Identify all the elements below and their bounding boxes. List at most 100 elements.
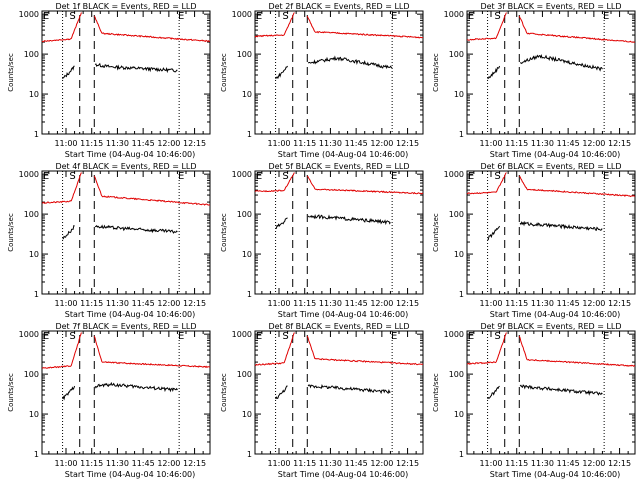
y-tick-label: 1 xyxy=(459,290,464,299)
x-tick-label: 11:00 xyxy=(479,139,502,148)
y-tick-label: 1 xyxy=(34,450,39,459)
x-tick-label: 11:00 xyxy=(54,299,77,308)
x-tick-label: 11:15 xyxy=(505,459,528,468)
y-axis-label: Counts/sec xyxy=(220,373,228,412)
x-tick-label: 11:30 xyxy=(319,139,342,148)
series-lld-line xyxy=(467,332,636,367)
y-tick-label: 10 xyxy=(454,90,464,99)
x-tick-label: 12:15 xyxy=(608,139,631,148)
x-axis-label: Start Time (04-Aug-04 10:46:00) xyxy=(65,470,196,479)
x-tick-label: 12:00 xyxy=(157,299,180,308)
series-events-line xyxy=(62,381,178,401)
y-tick-label: 10 xyxy=(454,250,464,259)
end-marker: E xyxy=(603,11,609,22)
panel-title: Det 8f BLACK = Events, RED = LLD xyxy=(268,322,409,331)
x-axis-label: Start Time (04-Aug-04 10:46:00) xyxy=(65,310,196,319)
x-tick-label: 11:45 xyxy=(345,459,368,468)
series-events-line xyxy=(62,224,178,240)
y-tick-label: 100 xyxy=(449,50,464,59)
panel-title: Det 1f BLACK = Events, RED = LLD xyxy=(55,2,196,11)
x-tick-label: 11:00 xyxy=(267,459,290,468)
end-marker: E xyxy=(178,331,184,342)
y-tick-label: 10 xyxy=(242,90,252,99)
y-tick-label: 1 xyxy=(247,130,252,139)
x-tick-label: 11:15 xyxy=(80,299,103,308)
end-marker: E xyxy=(468,11,474,22)
x-tick-label: 11:00 xyxy=(267,299,290,308)
x-tick-label: 11:15 xyxy=(293,459,316,468)
end-marker: E xyxy=(603,331,609,342)
x-tick-label: 11:45 xyxy=(132,299,155,308)
panel-1: 1 10 100 1000 11:00 11:15 11:30 11:45 12:00 12:15… xyxy=(7,2,211,159)
x-tick-label: 12:00 xyxy=(582,139,605,148)
series-events-line xyxy=(275,55,393,80)
panel-title: Det 6f BLACK = Events, RED = LLD xyxy=(480,162,621,171)
panel-6: 1 10 100 1000 11:00 11:15 11:30 11:45 12:00 12:15… xyxy=(432,162,636,319)
end-marker: E xyxy=(256,331,262,342)
series-lld-line xyxy=(254,12,424,39)
y-tick-label: 1 xyxy=(459,130,464,139)
plot-frame xyxy=(254,10,424,135)
plot-frame xyxy=(466,170,636,295)
x-tick-label: 11:15 xyxy=(505,299,528,308)
x-tick-label: 12:15 xyxy=(396,299,419,308)
start-marker: S xyxy=(69,11,75,22)
y-tick-label: 1 xyxy=(247,450,252,459)
y-tick-label: 1000 xyxy=(19,10,39,19)
series-events-line xyxy=(275,214,391,230)
x-tick-label: 11:30 xyxy=(531,459,554,468)
series-events-line xyxy=(487,220,603,241)
x-tick-label: 11:45 xyxy=(557,139,580,148)
x-tick-label: 11:15 xyxy=(293,139,316,148)
start-marker: S xyxy=(69,331,75,342)
end-marker: E xyxy=(256,171,262,182)
start-marker: S xyxy=(494,331,500,342)
x-tick-label: 11:30 xyxy=(319,459,342,468)
start-marker: S xyxy=(69,171,75,182)
start-marker: S xyxy=(494,171,500,182)
y-axis-label: Counts/sec xyxy=(432,373,440,412)
series-lld-line xyxy=(254,172,424,195)
x-tick-label: 11:15 xyxy=(293,299,316,308)
x-tick-label: 12:00 xyxy=(582,299,605,308)
x-tick-label: 11:45 xyxy=(132,139,155,148)
x-axis-label: Start Time (04-Aug-04 10:46:00) xyxy=(65,150,196,159)
panel-3: 1 10 100 1000 11:00 11:15 11:30 11:45 12:00 12:15… xyxy=(432,2,636,159)
x-tick-label: 12:00 xyxy=(370,459,393,468)
y-axis-label: Counts/sec xyxy=(220,213,228,252)
end-marker: E xyxy=(468,331,474,342)
y-tick-label: 1000 xyxy=(232,10,252,19)
y-axis-label: Counts/sec xyxy=(7,53,15,92)
x-tick-label: 12:15 xyxy=(183,139,206,148)
x-tick-label: 11:15 xyxy=(80,139,103,148)
y-tick-label: 100 xyxy=(449,210,464,219)
y-tick-label: 1 xyxy=(34,290,39,299)
end-marker: E xyxy=(391,171,397,182)
y-tick-label: 100 xyxy=(449,370,464,379)
x-tick-label: 11:30 xyxy=(106,459,129,468)
x-tick-label: 12:00 xyxy=(157,139,180,148)
y-tick-label: 10 xyxy=(242,410,252,419)
x-axis-label: Start Time (04-Aug-04 10:46:00) xyxy=(278,470,409,479)
end-marker: E xyxy=(43,171,49,182)
series-lld-line xyxy=(41,12,211,43)
series-lld-line xyxy=(42,172,210,206)
end-marker: E xyxy=(178,171,184,182)
x-tick-label: 11:45 xyxy=(557,299,580,308)
x-tick-label: 11:00 xyxy=(54,139,77,148)
x-tick-label: 12:15 xyxy=(608,299,631,308)
y-axis-label: Counts/sec xyxy=(7,213,15,252)
series-lld-line xyxy=(254,332,424,367)
series-lld-line xyxy=(466,12,635,43)
end-marker: E xyxy=(391,331,397,342)
y-tick-label: 100 xyxy=(237,50,252,59)
x-tick-label: 11:30 xyxy=(531,139,554,148)
y-tick-label: 10 xyxy=(454,410,464,419)
plot-frame xyxy=(466,10,636,135)
x-tick-label: 12:15 xyxy=(396,139,419,148)
panel-title: Det 3f BLACK = Events, RED = LLD xyxy=(480,2,621,11)
y-tick-label: 100 xyxy=(24,50,39,59)
series-events-line xyxy=(62,62,178,80)
end-marker: E xyxy=(43,11,49,22)
